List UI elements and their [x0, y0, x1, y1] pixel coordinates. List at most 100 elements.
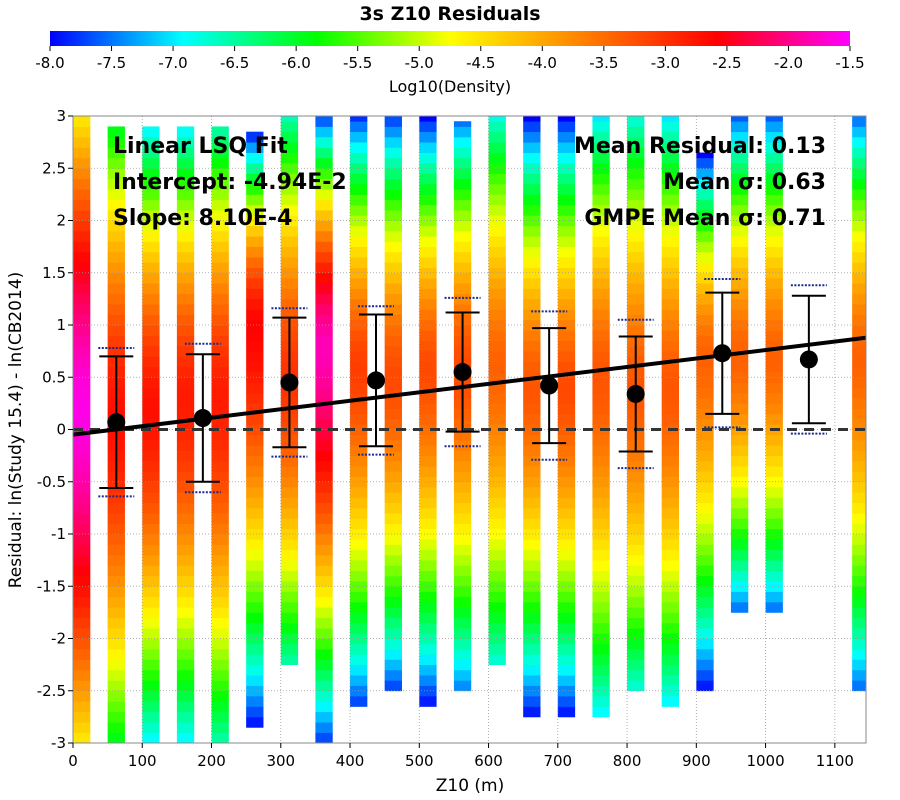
density-cell: [488, 633, 506, 645]
density-cell: [419, 486, 437, 498]
density-cell: [523, 236, 541, 248]
density-cell: [384, 189, 402, 200]
density-cell: [384, 345, 402, 357]
density-cell: [315, 230, 333, 242]
x-tick-label: 100: [128, 752, 157, 770]
density-cell: [453, 596, 472, 608]
density-cell: [592, 434, 610, 446]
density-cell: [523, 507, 541, 519]
density-cell: [350, 288, 368, 300]
density-cell: [246, 340, 264, 352]
density-cell: [765, 518, 783, 530]
density-cell: [315, 178, 333, 190]
density-cell: [73, 565, 91, 577]
density-cell: [523, 246, 541, 258]
density-cell: [280, 152, 299, 164]
density-cell: [315, 356, 333, 368]
density-cell: [523, 549, 541, 561]
density-cell: [211, 554, 229, 566]
density-cell: [246, 675, 264, 686]
density-cell: [107, 554, 125, 566]
density-cell: [176, 492, 195, 504]
density-cell: [523, 121, 541, 133]
density-cell: [557, 664, 576, 676]
density-cell: [107, 126, 125, 138]
density-cell: [350, 654, 368, 666]
density-cell: [852, 523, 866, 535]
density-cell: [211, 419, 229, 430]
density-cell: [523, 476, 541, 488]
y-axis-label: Residual: ln(Study 15.4) - ln(CB2014): [6, 272, 26, 589]
density-cell: [557, 695, 576, 707]
y-tick-label: -0.5: [37, 473, 66, 491]
density-cell: [488, 361, 506, 373]
density-cell: [488, 319, 506, 331]
density-cell: [350, 194, 368, 206]
density-cell: [280, 466, 299, 477]
density-cell: [852, 241, 866, 253]
density-cell: [246, 434, 264, 446]
density-cell: [350, 152, 368, 164]
density-cell: [627, 481, 645, 493]
density-cell: [142, 471, 160, 483]
density-cell: [592, 570, 610, 582]
x-axis-label: Z10 (m): [436, 776, 505, 796]
density-cell: [627, 283, 645, 295]
density-cell: [73, 272, 91, 284]
density-cell: [73, 492, 91, 504]
density-cell: [730, 246, 749, 258]
density-cell: [211, 439, 229, 451]
density-cell: [280, 549, 299, 561]
density-cell: [107, 523, 125, 535]
mean-residual-point: [367, 371, 386, 390]
density-cell: [176, 554, 195, 566]
density-cell: [142, 492, 160, 504]
density-cell: [246, 330, 264, 342]
density-cell: [696, 628, 714, 639]
density-cell: [523, 257, 541, 268]
density-cell: [176, 628, 195, 639]
density-cell: [730, 507, 749, 519]
density-cell: [696, 513, 714, 524]
density-cell: [557, 288, 576, 300]
density-cell: [661, 340, 680, 352]
density-cell: [696, 210, 714, 221]
density-cell: [557, 413, 576, 425]
density-cell: [730, 434, 749, 446]
colorbar-ticks: -8.0 -7.5 -7.0 -6.5 -6.0 -5.5 -5.0 -4.5 -4.0 -3.5…: [35, 46, 865, 72]
density-cell: [592, 116, 610, 122]
colorbar-tick-label: -5.0: [405, 54, 434, 72]
density-cell: [765, 152, 783, 164]
density-cell: [765, 570, 783, 582]
density-cell: [419, 361, 437, 373]
density-cell: [730, 382, 749, 394]
density-cell: [523, 539, 541, 551]
density-cell: [661, 518, 680, 530]
density-cell: [384, 283, 402, 295]
density-cell: [419, 236, 437, 248]
density-cell: [73, 701, 91, 713]
density-cell: [661, 486, 680, 498]
density-cell: [142, 272, 160, 284]
density-cell: [350, 507, 368, 519]
density-cell: [350, 204, 368, 216]
density-cell: [592, 131, 610, 143]
density-cell: [384, 659, 402, 671]
density-cell: [627, 586, 645, 598]
density-cell: [557, 319, 576, 331]
density-cell: [661, 560, 680, 571]
density-cell: [523, 288, 541, 300]
density-cell: [557, 309, 576, 321]
density-cell: [453, 680, 472, 692]
density-cell: [176, 262, 195, 274]
density-cell: [488, 382, 506, 394]
density-cell: [211, 575, 229, 587]
density-cell: [384, 168, 402, 180]
density-cell: [73, 178, 91, 190]
mean-residual-point: [107, 413, 126, 432]
density-cell: [627, 554, 645, 566]
density-cell: [419, 434, 437, 446]
density-cell: [696, 554, 714, 566]
density-cell: [627, 565, 645, 577]
density-cell: [280, 445, 299, 457]
